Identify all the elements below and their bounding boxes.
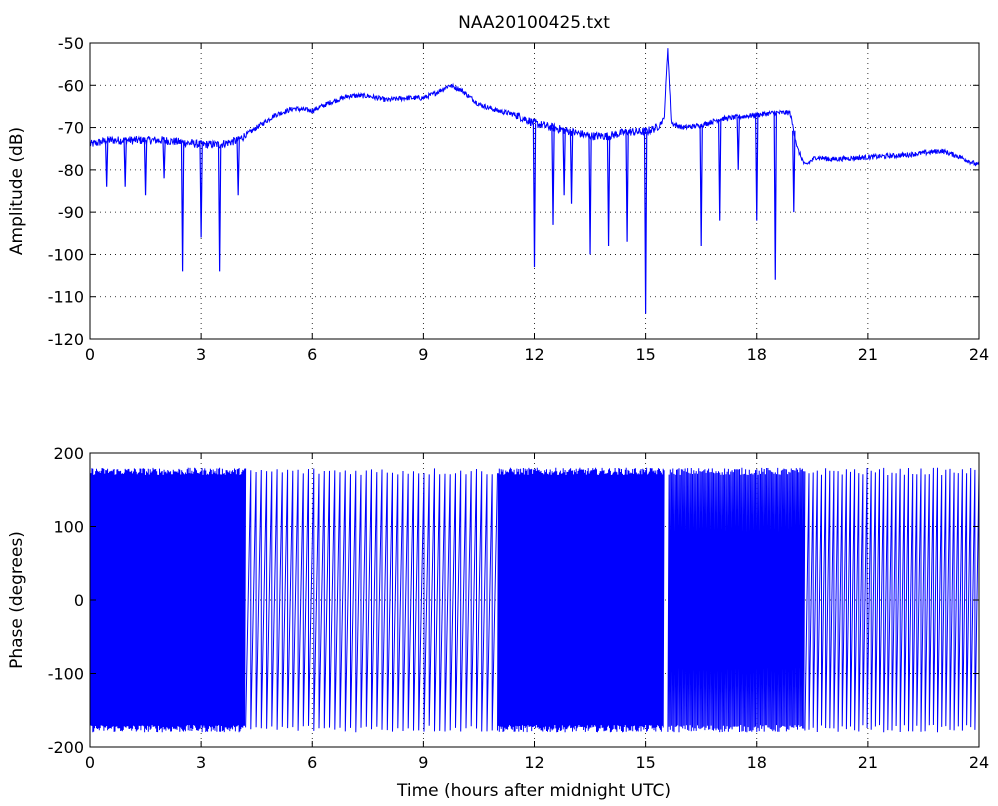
y-tick-label: 100: [53, 518, 84, 537]
amplitude-dip: [588, 136, 592, 255]
amplitude-dip: [699, 125, 703, 246]
amplitude-dip: [123, 140, 127, 187]
amplitude-dip: [532, 123, 537, 268]
x-tick-label: 0: [85, 753, 95, 772]
phase-segment: [667, 467, 806, 733]
x-tick-label: 21: [858, 753, 878, 772]
amplitude-dip: [569, 131, 574, 204]
amplitude-dip: [562, 130, 566, 196]
x-axis-label: Time (hours after midnight UTC): [396, 781, 671, 801]
amplitude-dip: [773, 112, 777, 280]
y-tick-label: -100: [48, 665, 84, 684]
phase-series-line: [89, 467, 980, 733]
y-tick-label: -110: [48, 288, 84, 307]
amplitude-y-axis-label: Amplitude (dB): [7, 127, 27, 255]
amplitude-ticks: 0 3 6 9 12 15 18 21 24 -50 -60 -70 -80 -90 -100 -110 -12…: [48, 34, 989, 364]
amplitude-dip: [143, 140, 148, 196]
phase-segment: [497, 467, 665, 733]
y-tick-label: -60: [58, 76, 84, 95]
amplitude-dip: [736, 116, 740, 170]
y-tick-label: -200: [48, 738, 84, 757]
x-tick-label: 3: [196, 753, 206, 772]
x-tick-label: 12: [524, 345, 544, 364]
x-tick-label: 15: [635, 753, 655, 772]
x-tick-label: 18: [747, 753, 767, 772]
amplitude-grid: [90, 43, 979, 339]
x-tick-label: 18: [747, 345, 767, 364]
amplitude-dip: [625, 131, 629, 242]
y-tick-label: -70: [58, 119, 84, 138]
amplitude-dip: [643, 131, 648, 314]
phase-ticks: 0 3 6 9 12 15 18 21 24 200 100 0 -100 -200: [48, 444, 989, 772]
amplitude-dip: [717, 119, 722, 221]
y-tick-label: -120: [48, 330, 84, 349]
y-tick-label: -90: [58, 203, 84, 222]
amplitude-dip: [551, 127, 555, 225]
y-tick-label: 200: [53, 444, 84, 463]
amplitude-dip: [792, 130, 796, 213]
x-tick-label: 6: [307, 345, 317, 364]
amplitude-dip: [755, 114, 759, 221]
x-tick-label: 24: [969, 753, 989, 772]
y-tick-label: 0: [74, 591, 84, 610]
y-tick-label: -50: [58, 34, 84, 53]
x-tick-label: 12: [524, 753, 544, 772]
x-tick-label: 6: [307, 753, 317, 772]
y-tick-label: -100: [48, 245, 84, 264]
x-tick-label: 9: [418, 753, 428, 772]
amplitude-dip: [217, 144, 222, 272]
amplitude-dip: [162, 140, 166, 179]
phase-axes: 0 3 6 9 12 15 18 21 24 200 100 0 -100 -200 Phase (deg…: [7, 444, 989, 801]
amplitude-dip: [199, 144, 203, 238]
amplitude-series-line: [89, 48, 980, 314]
x-tick-label: 21: [858, 345, 878, 364]
phase-segment: [804, 467, 980, 733]
x-tick-label: 15: [635, 345, 655, 364]
amplitude-dip: [606, 136, 611, 246]
x-tick-label: 3: [196, 345, 206, 364]
amplitude-dip: [180, 142, 185, 272]
amplitude-series-path: [89, 48, 980, 167]
chart-title: NAA20100425.txt: [458, 13, 610, 33]
amplitude-dip: [236, 140, 240, 196]
amplitude-axes: NAA20100425.txt 0 3 6 9 12 15 18 21 24 -50 -60 -70 -…: [7, 13, 989, 364]
phase-segment: [245, 468, 498, 733]
x-tick-label: 9: [418, 345, 428, 364]
x-tick-label: 24: [969, 345, 989, 364]
phase-segment: [89, 467, 247, 733]
y-tick-label: -80: [58, 161, 84, 180]
phase-y-axis-label: Phase (degrees): [7, 531, 27, 669]
amplitude-dip: [104, 140, 109, 187]
x-tick-label: 0: [85, 345, 95, 364]
